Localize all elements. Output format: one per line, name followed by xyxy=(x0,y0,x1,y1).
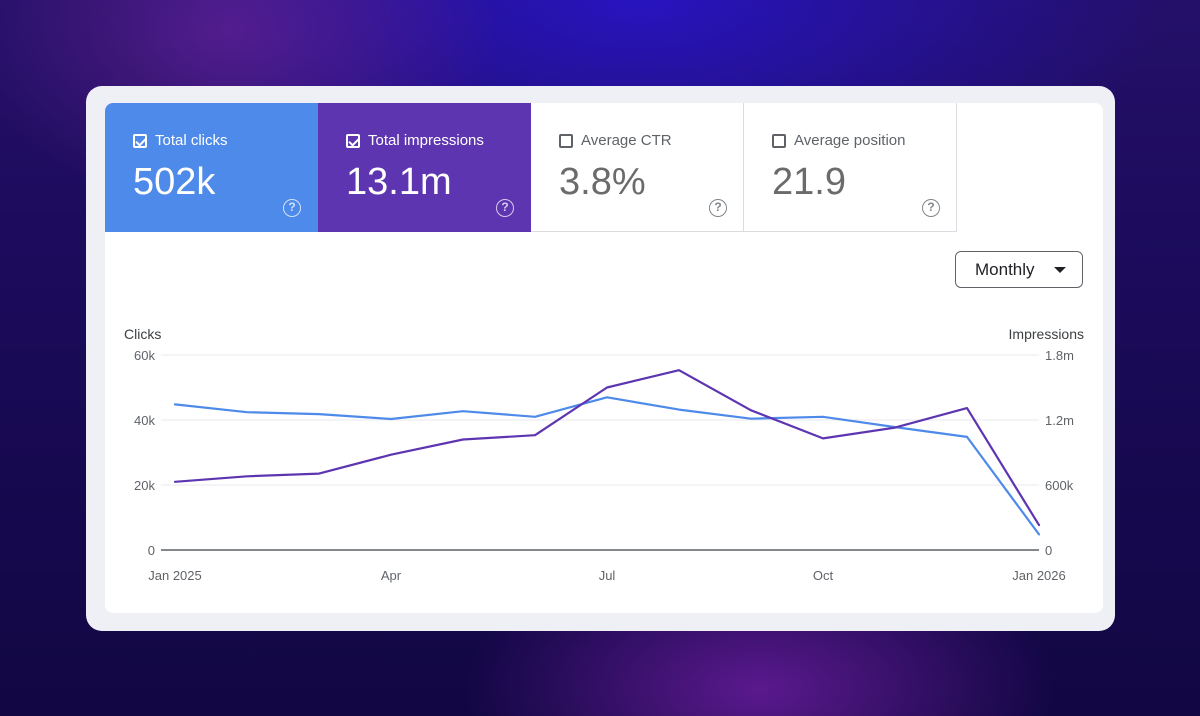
average-position-checkbox[interactable] xyxy=(772,133,786,148)
average-ctr-checkbox[interactable] xyxy=(559,133,573,148)
y-tick-label: 40k xyxy=(134,413,155,428)
metric-total-clicks[interactable]: Total clicks 502k ? xyxy=(105,103,318,232)
total-clicks-value: 502k xyxy=(133,161,216,203)
total-clicks-checkbox[interactable] xyxy=(133,133,147,148)
left-axis-ticks: 0 20k 40k 60k xyxy=(134,348,155,558)
total-impressions-checkbox[interactable] xyxy=(346,133,360,148)
y2-tick-label: 1.2m xyxy=(1045,413,1074,428)
right-axis-ticks: 0 600k 1.2m 1.8m xyxy=(1045,348,1074,558)
performance-card: Total clicks 502k ? Total impressions 13… xyxy=(105,103,1103,613)
average-ctr-label: Average CTR xyxy=(581,132,672,149)
help-icon[interactable]: ? xyxy=(283,199,301,217)
help-icon[interactable]: ? xyxy=(922,199,940,217)
x-axis-ticks: Jan 2025 Apr Jul Oct Jan 2026 xyxy=(148,568,1066,583)
help-icon[interactable]: ? xyxy=(709,199,727,217)
period-dropdown[interactable]: Monthly xyxy=(955,251,1083,288)
y2-tick-label: 0 xyxy=(1045,543,1052,558)
y2-tick-label: 600k xyxy=(1045,478,1074,493)
y-tick-label: 20k xyxy=(134,478,155,493)
y-axis-title-impressions: Impressions xyxy=(1009,326,1084,342)
period-dropdown-value: Monthly xyxy=(975,259,1035,279)
series-line-total-clicks xyxy=(173,396,1041,536)
caret-down-icon xyxy=(1054,267,1066,273)
x-tick-label: Jul xyxy=(599,568,616,583)
metric-average-ctr[interactable]: Average CTR 3.8% ? xyxy=(531,103,744,232)
x-tick-label: Oct xyxy=(813,568,834,583)
x-tick-label: Apr xyxy=(381,568,402,583)
y-tick-label: 60k xyxy=(134,348,155,363)
y-tick-label: 0 xyxy=(148,543,155,558)
chart-series xyxy=(173,369,1041,536)
performance-chart: Clicks Impressions 0 20k 40k 60k 0 600k 1.2m 1… xyxy=(124,326,1084,583)
y2-tick-label: 1.8m xyxy=(1045,348,1074,363)
average-position-value: 21.9 xyxy=(772,161,846,203)
average-ctr-value: 3.8% xyxy=(559,161,646,203)
help-icon[interactable]: ? xyxy=(496,199,514,217)
y-axis-title-clicks: Clicks xyxy=(124,326,161,342)
dashboard-frame: Total clicks 502k ? Total impressions 13… xyxy=(86,86,1115,631)
metric-tiles: Total clicks 502k ? Total impressions 13… xyxy=(105,103,957,232)
metric-average-position[interactable]: Average position 21.9 ? xyxy=(744,103,957,232)
x-tick-label: Jan 2025 xyxy=(148,568,202,583)
total-clicks-label: Total clicks xyxy=(155,132,228,149)
series-line-total-impressions xyxy=(173,369,1041,527)
metric-total-impressions[interactable]: Total impressions 13.1m ? xyxy=(318,103,531,232)
total-impressions-label: Total impressions xyxy=(368,132,484,149)
average-position-label: Average position xyxy=(794,132,906,149)
chart-grid xyxy=(161,354,1039,551)
x-tick-label: Jan 2026 xyxy=(1012,568,1066,583)
total-impressions-value: 13.1m xyxy=(346,161,452,203)
